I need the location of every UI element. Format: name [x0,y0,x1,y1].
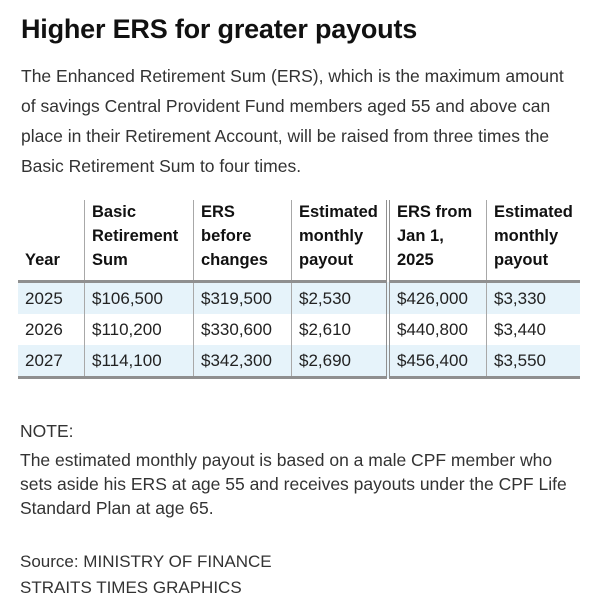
note-label: NOTE: [20,421,74,441]
cell-payout-before: $2,690 [291,345,388,379]
cell-ers-before: $319,500 [193,281,292,314]
cell-ers-from-2025: $426,000 [386,281,487,314]
cell-basic-retirement-sum: $110,200 [84,314,194,345]
cell-payout-after: $3,330 [486,281,580,314]
table-row-2027: 2027 $114,100 $342,300 $2,690 $456,400 $… [18,345,580,379]
table-row-2025: 2025 $106,500 $319,500 $2,530 $426,000 $… [18,281,580,314]
cell-year: 2026 [25,320,63,339]
cell-payout-before: $2,610 [291,314,388,345]
cell-ers-before: $330,600 [193,314,292,345]
cell-ers-from-2025: $440,800 [386,314,487,345]
cell-year: 2025 [18,281,85,314]
cell-basic-retirement-sum: $114,100 [84,345,194,379]
header-estimated-monthly-payout-after: Estimated monthly payout [486,200,580,283]
cell-payout-before: $2,530 [291,281,388,314]
table-header-row: Year Basic Retirement Sum ERS before changes… [18,200,580,283]
header-year: Year [18,200,85,283]
cell-payout-after: $3,440 [486,314,580,345]
intro-text: The Enhanced Retirement Sum (ERS), which… [21,66,564,176]
source-line: Source: MINISTRY OF FINANCE [20,552,272,571]
cell-ers-from-2025: $456,400 [386,345,487,379]
header-ers-before-changes: ERS before changes [193,200,292,283]
ers-table: Year Basic Retirement Sum ERS before changes… [18,200,580,379]
table-row-2026: 2026 $110,200 $330,600 $2,610 $440,800 $… [18,314,580,345]
header-ers-from-jan-2025: ERS from Jan 1, 2025 [386,200,487,283]
cell-ers-before: $342,300 [193,345,292,379]
cell-payout-after: $3,550 [486,345,580,379]
cell-basic-retirement-sum: $106,500 [84,281,194,314]
header-estimated-monthly-payout-before: Estimated monthly payout [291,200,388,283]
cell-year: 2027 [18,345,85,379]
credit-line: STRAITS TIMES GRAPHICS [20,578,242,597]
note-text: The estimated monthly payout is based on… [20,450,567,518]
chart-title: Higher ERS for greater payouts [21,14,418,44]
header-basic-retirement-sum: Basic Retirement Sum [84,200,194,283]
